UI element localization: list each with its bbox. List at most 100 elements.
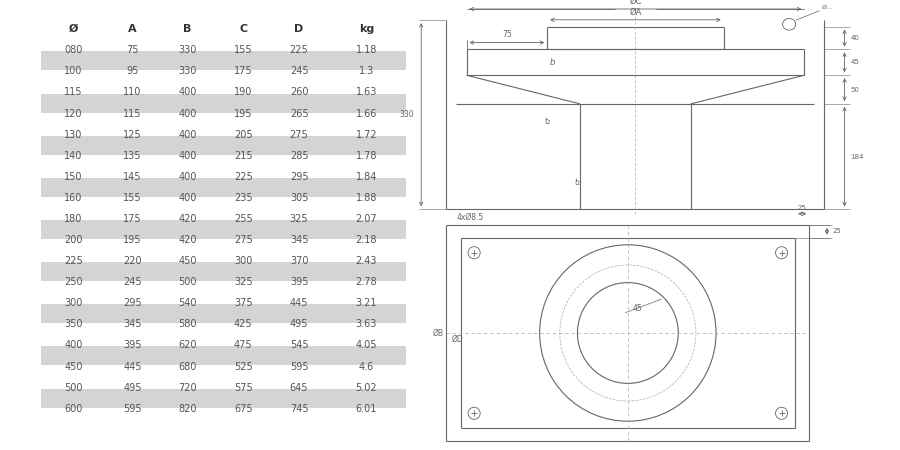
Text: 300: 300 bbox=[234, 256, 252, 266]
Text: 1.88: 1.88 bbox=[356, 193, 377, 203]
Text: 135: 135 bbox=[123, 151, 141, 161]
Text: 495: 495 bbox=[123, 382, 141, 392]
Text: 120: 120 bbox=[64, 108, 83, 118]
Text: 285: 285 bbox=[290, 151, 309, 161]
Text: 205: 205 bbox=[234, 130, 253, 140]
Bar bbox=[41, 304, 406, 323]
Text: 330: 330 bbox=[178, 67, 196, 76]
Text: 675: 675 bbox=[234, 404, 253, 414]
Text: b: b bbox=[550, 58, 555, 67]
Text: 395: 395 bbox=[290, 277, 309, 287]
Text: 345: 345 bbox=[290, 235, 309, 245]
Text: 3.21: 3.21 bbox=[356, 298, 377, 308]
Text: 645: 645 bbox=[290, 382, 309, 392]
Text: 6.01: 6.01 bbox=[356, 404, 377, 414]
Text: 080: 080 bbox=[64, 45, 83, 55]
Text: 300: 300 bbox=[64, 298, 83, 308]
Text: 400: 400 bbox=[64, 341, 83, 351]
Text: 450: 450 bbox=[178, 256, 196, 266]
Text: 595: 595 bbox=[123, 404, 142, 414]
Text: 40: 40 bbox=[850, 35, 860, 41]
Bar bbox=[41, 178, 406, 197]
Text: 330: 330 bbox=[399, 110, 414, 119]
Text: 450: 450 bbox=[64, 361, 83, 372]
Text: 600: 600 bbox=[64, 404, 83, 414]
Bar bbox=[41, 262, 406, 281]
Text: 260: 260 bbox=[290, 87, 309, 98]
Text: 4.6: 4.6 bbox=[359, 361, 374, 372]
Text: 130: 130 bbox=[64, 130, 83, 140]
Text: 620: 620 bbox=[178, 341, 196, 351]
Text: 95: 95 bbox=[126, 67, 139, 76]
Text: 180: 180 bbox=[64, 214, 83, 224]
Text: 4xØ8.5: 4xØ8.5 bbox=[456, 212, 483, 221]
Bar bbox=[41, 389, 406, 408]
Text: 400: 400 bbox=[178, 87, 196, 98]
Text: 75: 75 bbox=[502, 31, 512, 40]
Text: 220: 220 bbox=[123, 256, 142, 266]
Text: 175: 175 bbox=[234, 67, 253, 76]
Text: ØD: ØD bbox=[452, 335, 464, 344]
Text: 425: 425 bbox=[234, 320, 253, 329]
Text: 150: 150 bbox=[64, 172, 83, 182]
Text: 184: 184 bbox=[850, 153, 864, 160]
Text: 420: 420 bbox=[178, 235, 196, 245]
Text: 235: 235 bbox=[234, 193, 253, 203]
Bar bbox=[41, 94, 406, 112]
Bar bbox=[41, 51, 406, 70]
Text: 155: 155 bbox=[123, 193, 142, 203]
Text: 245: 245 bbox=[123, 277, 142, 287]
Text: C: C bbox=[239, 24, 248, 34]
Text: ØC: ØC bbox=[629, 0, 642, 5]
Text: 400: 400 bbox=[178, 193, 196, 203]
Text: 305: 305 bbox=[290, 193, 309, 203]
Text: 1.84: 1.84 bbox=[356, 172, 377, 182]
Text: 145: 145 bbox=[123, 172, 141, 182]
Text: 325: 325 bbox=[234, 277, 253, 287]
Text: 500: 500 bbox=[178, 277, 196, 287]
Text: 475: 475 bbox=[234, 341, 253, 351]
Text: 250: 250 bbox=[64, 277, 83, 287]
Text: 1.3: 1.3 bbox=[359, 67, 374, 76]
Text: 245: 245 bbox=[290, 67, 309, 76]
Text: 190: 190 bbox=[234, 87, 252, 98]
Text: 345: 345 bbox=[123, 320, 141, 329]
Text: 45: 45 bbox=[850, 59, 860, 65]
Text: 545: 545 bbox=[290, 341, 309, 351]
Text: 275: 275 bbox=[234, 235, 253, 245]
Text: 25: 25 bbox=[797, 205, 806, 211]
Text: 110: 110 bbox=[123, 87, 141, 98]
Text: 115: 115 bbox=[64, 87, 83, 98]
Text: t₁: t₁ bbox=[575, 178, 580, 187]
Bar bbox=[41, 410, 406, 429]
Text: 125: 125 bbox=[123, 130, 142, 140]
Text: 420: 420 bbox=[178, 214, 196, 224]
Text: 160: 160 bbox=[64, 193, 83, 203]
Text: 4.05: 4.05 bbox=[356, 341, 377, 351]
Text: 1.63: 1.63 bbox=[356, 87, 377, 98]
Text: 400: 400 bbox=[178, 130, 196, 140]
Text: 2.78: 2.78 bbox=[356, 277, 377, 287]
Text: 5.02: 5.02 bbox=[356, 382, 377, 392]
Text: 100: 100 bbox=[64, 67, 83, 76]
Text: kg: kg bbox=[359, 24, 374, 34]
Text: 680: 680 bbox=[178, 361, 196, 372]
Text: 195: 195 bbox=[234, 108, 253, 118]
Text: 25: 25 bbox=[833, 228, 842, 234]
Text: 370: 370 bbox=[290, 256, 309, 266]
Text: 195: 195 bbox=[123, 235, 141, 245]
Text: 45: 45 bbox=[633, 304, 643, 313]
Text: 295: 295 bbox=[123, 298, 142, 308]
Text: 75: 75 bbox=[126, 45, 139, 55]
Text: 445: 445 bbox=[290, 298, 309, 308]
Text: 580: 580 bbox=[178, 320, 196, 329]
Text: 325: 325 bbox=[290, 214, 309, 224]
Text: 1.66: 1.66 bbox=[356, 108, 377, 118]
Text: 265: 265 bbox=[290, 108, 309, 118]
Text: t₂: t₂ bbox=[544, 117, 551, 126]
Text: 595: 595 bbox=[290, 361, 309, 372]
Text: 720: 720 bbox=[178, 382, 196, 392]
Text: 400: 400 bbox=[178, 151, 196, 161]
Bar bbox=[41, 136, 406, 155]
Text: A: A bbox=[128, 24, 137, 34]
